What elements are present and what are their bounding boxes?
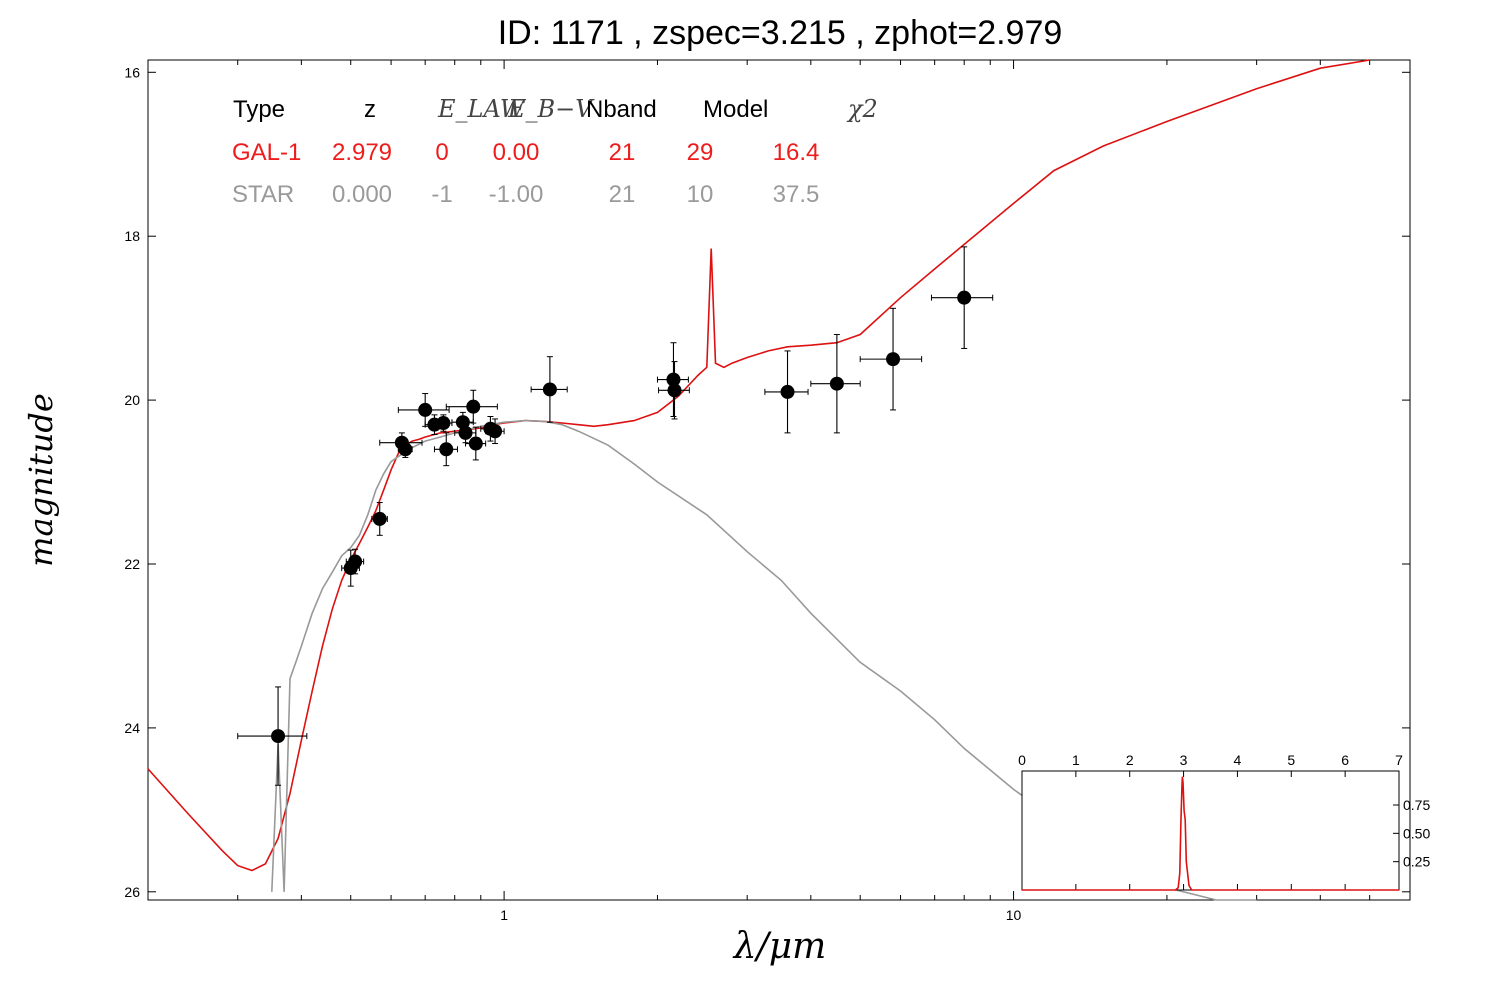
fit-table-cell: 10 <box>687 181 714 208</box>
star-model-line <box>271 419 1257 901</box>
fit-table-header: E_LAW <box>437 95 527 123</box>
inset-x-tick-label: 4 <box>1234 752 1242 768</box>
photometry-point <box>418 402 433 417</box>
photometry-point <box>829 376 844 391</box>
inset-frame <box>1021 770 1400 891</box>
fit-table-header: E_B−V <box>507 95 595 123</box>
fit-table-cell: 2.979 <box>332 139 392 166</box>
inset-x-tick-label: 2 <box>1126 752 1134 768</box>
inset-x-tick-label: 5 <box>1287 752 1295 768</box>
chart-title: ID: 1171 , zspec=3.215 , zphot=2.979 <box>497 14 1063 52</box>
fit-table-cell: -1.00 <box>489 181 544 208</box>
fit-table-cell: 0.000 <box>332 181 392 208</box>
plot-frame <box>147 59 1411 901</box>
photometry-point <box>667 383 682 398</box>
fit-table-cell: 37.5 <box>773 181 820 208</box>
x-axis-label: λ/μm <box>732 926 826 967</box>
fit-table-header: z <box>364 96 376 123</box>
y-tick-label: 22 <box>124 556 140 572</box>
fit-table-cell: 21 <box>609 139 636 166</box>
y-tick-label: 20 <box>124 392 140 408</box>
fit-table-cell: 16.4 <box>773 139 820 166</box>
x-tick-label: 1 <box>500 907 508 923</box>
photometry-point <box>466 399 481 414</box>
fit-table-cell: -1 <box>431 181 452 208</box>
inset-x-tick-label: 1 <box>1072 752 1080 768</box>
fit-table-header: Model <box>703 96 768 123</box>
fit-table-cell: 0.00 <box>493 139 540 166</box>
fit-table-cell: 29 <box>687 139 714 166</box>
fit-table-cell: 21 <box>609 181 636 208</box>
inset-x-tick-label: 7 <box>1395 752 1403 768</box>
pdz-line <box>1022 776 1399 891</box>
inset-x-tick-label: 3 <box>1180 752 1188 768</box>
photometry-point <box>458 425 473 440</box>
photometry-point <box>455 415 470 430</box>
photometry-point <box>886 352 901 367</box>
photometry-point <box>348 554 363 569</box>
photometry-point <box>398 442 413 457</box>
photometry-point <box>542 382 557 397</box>
fit-table-cell: STAR <box>232 181 294 208</box>
y-tick-label: 16 <box>124 64 140 80</box>
photometry-point <box>271 729 286 744</box>
photometry-point <box>488 424 503 439</box>
y-axis-label: magnitude <box>22 393 60 567</box>
photometry-point <box>957 290 972 305</box>
y-tick-label: 26 <box>124 884 140 900</box>
fit-table-header: χ2 <box>846 95 878 123</box>
x-tick-label: 10 <box>1006 907 1022 923</box>
inset-y-tick-label: 0.25 <box>1403 854 1430 870</box>
photometry-point <box>468 436 483 451</box>
photometry-point <box>372 511 387 526</box>
photometry-point <box>666 372 681 387</box>
y-tick-label: 24 <box>124 720 140 736</box>
photometry-point <box>780 384 795 399</box>
photometry-point <box>436 416 451 431</box>
fit-table-cell: GAL-1 <box>232 139 301 166</box>
inset-y-tick-label: 0.50 <box>1403 825 1430 841</box>
fit-table-header: Type <box>233 96 285 123</box>
inset-x-tick-label: 0 <box>1018 752 1026 768</box>
y-tick-label: 18 <box>124 228 140 244</box>
inset-x-tick-label: 6 <box>1341 752 1349 768</box>
fit-table-cell: 0 <box>435 139 448 166</box>
photometry-point <box>439 442 454 457</box>
inset-y-tick-label: 0.75 <box>1403 797 1430 813</box>
fit-table-header: Nband <box>586 96 657 123</box>
